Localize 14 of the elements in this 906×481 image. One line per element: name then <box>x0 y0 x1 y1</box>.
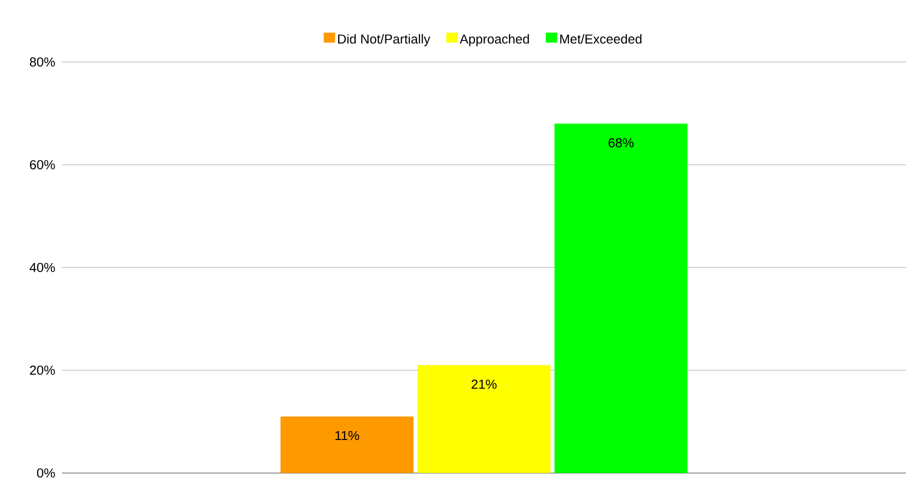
y-tick-label: 60% <box>30 160 55 170</box>
data-label: 68% <box>608 138 634 148</box>
bar <box>418 365 550 473</box>
data-label: 21% <box>472 380 497 389</box>
bar <box>280 416 414 473</box>
bar <box>554 124 688 473</box>
y-tick-label: 0% <box>37 468 55 478</box>
legend-label: Did Not/Partially <box>338 34 430 46</box>
legend-label: Approached <box>460 34 529 46</box>
y-tick-label: 40% <box>30 262 55 272</box>
legend-label: Met/Exceeded <box>560 34 642 44</box>
y-tick-label: 20% <box>30 366 55 375</box>
data-label: 11% <box>335 431 360 440</box>
y-tick-label: 80% <box>30 57 55 67</box>
